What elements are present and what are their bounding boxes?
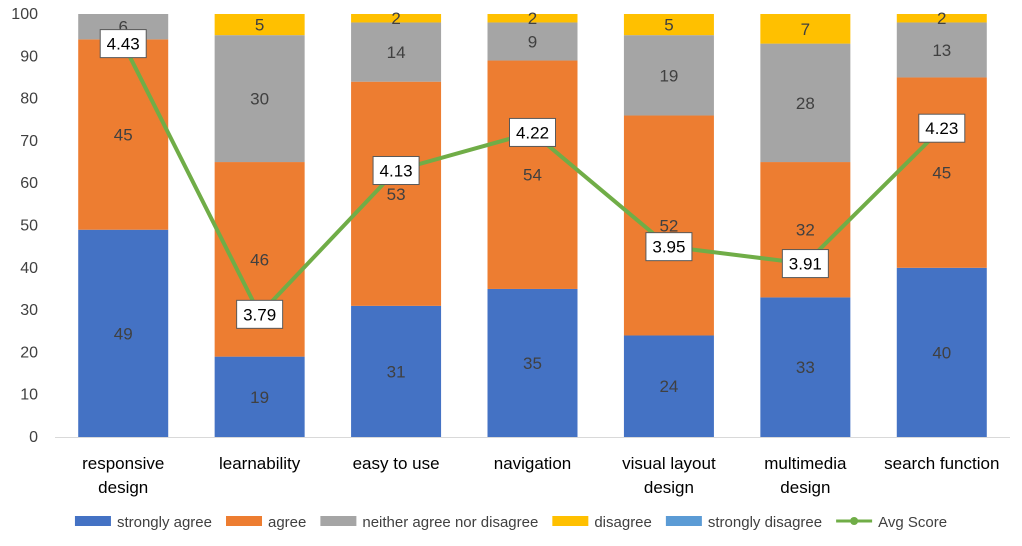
- bar-segment-label: 13: [932, 41, 951, 60]
- bar-segment: [623, 335, 714, 437]
- avg-score-label-box: [372, 156, 420, 186]
- y-tick-label: 60: [20, 175, 38, 192]
- bar-segment: [351, 14, 442, 23]
- avg-score-label: 4.22: [516, 123, 549, 142]
- bar-segment-label: 49: [114, 324, 133, 343]
- bar-segment-label: 46: [250, 250, 269, 269]
- category-label: learnability: [219, 454, 301, 473]
- bar-segment-label: 2: [391, 9, 400, 28]
- category-label: easy to use: [353, 454, 440, 473]
- avg-score-label-box: [918, 113, 966, 143]
- bar-segment: [760, 14, 851, 44]
- bar-segment: [351, 81, 442, 306]
- legend-label: Avg Score: [878, 514, 947, 531]
- bar-segment: [487, 60, 578, 289]
- category-label: navigation: [494, 454, 572, 473]
- bar-segment-label: 19: [659, 66, 678, 85]
- avg-score-label-box: [645, 232, 693, 262]
- bar-segment-label: 35: [523, 354, 542, 373]
- y-tick-label: 90: [20, 48, 38, 65]
- bar-segment: [896, 267, 987, 437]
- y-tick-label: 70: [20, 133, 38, 150]
- bar-segment-label: 5: [664, 16, 673, 35]
- legend-label: disagree: [594, 514, 652, 531]
- avg-score-label-box: [236, 299, 284, 329]
- bar-segment: [351, 305, 442, 437]
- bar-segment: [214, 35, 305, 163]
- y-tick-label: 100: [11, 6, 38, 23]
- category-label: multimedia design: [764, 454, 847, 497]
- bar-segment-label: 53: [387, 185, 406, 204]
- legend-swatch: [226, 516, 263, 526]
- bar-segment-label: 45: [932, 164, 951, 183]
- bar-segment-label: 24: [659, 377, 678, 396]
- bar-segment: [214, 356, 305, 437]
- y-tick-label: 30: [20, 302, 38, 319]
- bar-segment-label: 40: [932, 343, 951, 362]
- bar-segment-label: 30: [250, 90, 269, 109]
- bar-segment-label: 28: [796, 94, 815, 113]
- bar-segment: [623, 14, 714, 36]
- bar-segment: [487, 14, 578, 23]
- bar-segment-label: 14: [387, 43, 406, 62]
- legend-label: strongly disagree: [708, 514, 822, 531]
- y-tick-label: 80: [20, 91, 38, 108]
- bar-segment-label: 5: [255, 16, 264, 35]
- legend-swatch: [74, 516, 111, 526]
- legend-label: strongly agree: [117, 514, 212, 531]
- avg-score-label: 4.23: [925, 119, 958, 138]
- bar-segment-label: 9: [528, 32, 537, 51]
- bar-segment: [623, 115, 714, 336]
- avg-score-label-box: [509, 117, 556, 147]
- bar-segment-label: 54: [523, 166, 542, 185]
- bar-segment: [487, 22, 578, 61]
- avg-score-label: 3.79: [243, 305, 276, 324]
- y-tick-label: 40: [20, 260, 38, 277]
- bar-segment: [623, 35, 714, 116]
- bar-segment: [896, 22, 987, 78]
- legend-label: neither agree nor disagree: [362, 514, 538, 531]
- legend-label: agree: [268, 514, 306, 531]
- avg-score-label: 4.43: [107, 35, 140, 54]
- avg-score-label: 4.13: [380, 162, 413, 181]
- legend-swatch: [665, 516, 702, 526]
- bar-segment: [896, 14, 987, 23]
- bar-segment: [896, 77, 987, 268]
- y-tick-label: 0: [29, 429, 38, 446]
- y-tick-label: 20: [20, 344, 38, 361]
- category-label: search function: [884, 454, 999, 473]
- bar-segment: [487, 288, 578, 437]
- bar-segment: [351, 22, 442, 82]
- bar-segment-label: 6: [118, 18, 127, 37]
- bar-segment-label: 7: [801, 20, 810, 39]
- bar-segment: [78, 39, 169, 230]
- y-tick-label: 50: [20, 218, 38, 235]
- category-label: responsive design: [82, 454, 164, 497]
- bar-segment-label: 33: [796, 358, 815, 377]
- legend-swatch: [552, 516, 589, 526]
- bar-segment-label: 45: [114, 126, 133, 145]
- bar-segment-label: 52: [659, 217, 678, 236]
- y-tick-label: 10: [20, 387, 38, 404]
- bar-segment-label: 2: [528, 9, 537, 28]
- legend-swatch: [320, 516, 357, 526]
- avg-score-label-box: [781, 249, 829, 279]
- bar-segment: [760, 43, 851, 163]
- bar-segment: [214, 14, 305, 36]
- avg-score-label-box: [99, 29, 147, 59]
- bar-segment-label: 31: [387, 362, 406, 381]
- avg-score-label: 3.95: [652, 238, 685, 257]
- bar-segment: [78, 229, 169, 437]
- category-label: visual layout design: [622, 454, 716, 497]
- bar-segment-label: 2: [937, 9, 946, 28]
- avg-score-label: 3.91: [789, 255, 822, 274]
- legend-line-marker: [850, 517, 859, 525]
- bar-segment-label: 19: [250, 388, 269, 407]
- bar-segment-label: 32: [796, 221, 815, 240]
- bar-segment: [760, 297, 851, 437]
